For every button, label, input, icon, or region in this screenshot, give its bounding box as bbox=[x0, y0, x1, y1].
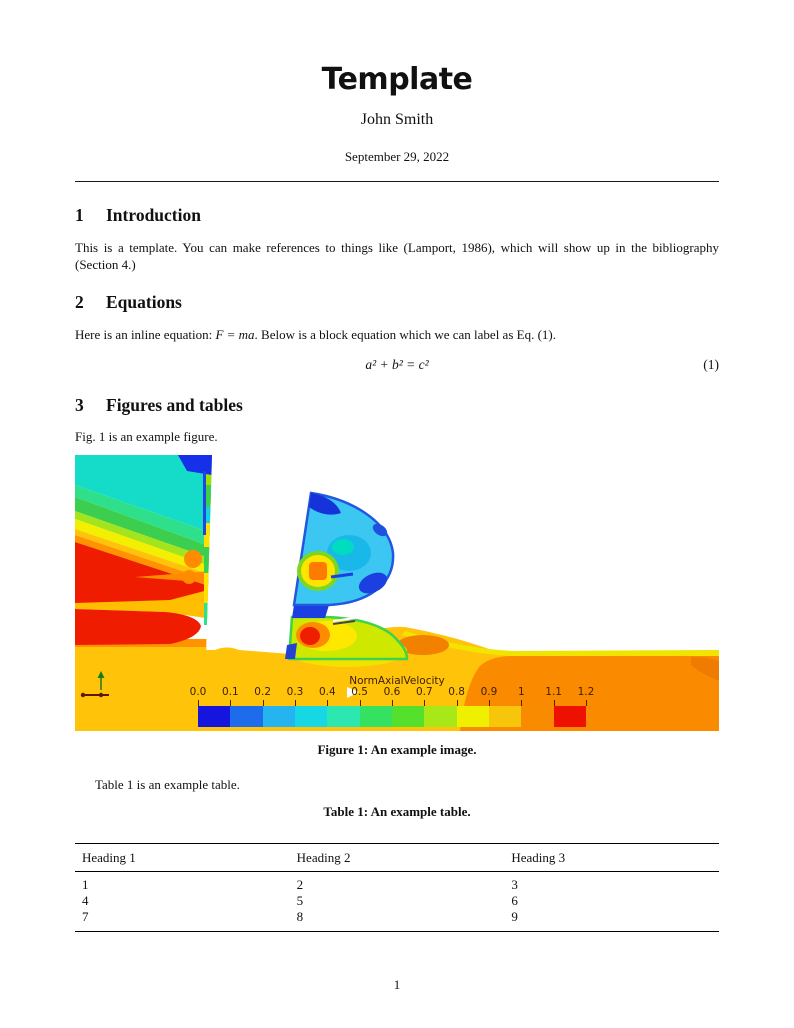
colorbar-tick-mark bbox=[585, 700, 587, 706]
section-number: 1 bbox=[75, 205, 84, 225]
table-row: 1 2 3 bbox=[75, 872, 719, 894]
section-number: 2 bbox=[75, 292, 84, 312]
equations-text-after: . Below is a block equation which we can… bbox=[254, 327, 556, 342]
colorbar-tick-label: 0.7 bbox=[415, 686, 433, 698]
figure-image: NormAxialVelocity 0.0 0.1 0.2 0.3 0.4 0.5 0.6 0… bbox=[75, 455, 719, 731]
blade-red-core bbox=[300, 627, 320, 645]
equations-paragraph: Here is an inline equation: F = ma. Belo… bbox=[75, 326, 719, 343]
colorbar-tick-label: 0.8 bbox=[448, 686, 465, 698]
colorbar-tick-label: 0.0 bbox=[189, 686, 207, 698]
table-cell: 1 bbox=[82, 877, 89, 892]
colorbar-tick-mark bbox=[262, 700, 264, 706]
colorbar-tick-label: 0.5 bbox=[351, 686, 368, 698]
colorbar-segment bbox=[424, 706, 457, 727]
colorbar-segment bbox=[391, 706, 425, 727]
cfd-left-block bbox=[75, 455, 212, 655]
table-header-cell: Heading 3 bbox=[504, 843, 719, 872]
colorbar-title: NormAxialVelocity bbox=[349, 675, 445, 687]
floor-white-wedge bbox=[347, 687, 359, 698]
blade-neck bbox=[292, 605, 329, 618]
section-heading-equations: 2 Equations bbox=[75, 292, 719, 313]
section-title: Figures and tables bbox=[106, 395, 243, 415]
colorbar-segment bbox=[262, 706, 295, 727]
title-rule bbox=[75, 181, 719, 182]
colorbar-segment bbox=[456, 706, 489, 727]
red-jet-upper bbox=[75, 542, 212, 606]
colorbar-tick-mark bbox=[230, 700, 232, 706]
table-header-row: Heading 1 Heading 2 Heading 3 bbox=[75, 843, 719, 872]
table-cell: 5 bbox=[296, 893, 304, 908]
orientation-axes-icon bbox=[80, 671, 109, 698]
colorbar-tick-label: 0.6 bbox=[383, 686, 401, 698]
colorbar-tick-mark bbox=[424, 700, 426, 706]
introduction-paragraph: This is a template. You can make referen… bbox=[75, 240, 719, 272]
section-heading-figures-and-tables: 3 Figures and tables bbox=[75, 395, 719, 416]
cfd-blade bbox=[285, 491, 409, 667]
table-cell: 8 bbox=[289, 909, 505, 932]
blue-corner-patch bbox=[178, 455, 212, 475]
colorbar-tick-mark bbox=[521, 700, 523, 706]
floor-orange-mound bbox=[397, 635, 449, 655]
page-number: 1 bbox=[393, 977, 401, 992]
document-title: Template bbox=[321, 62, 473, 97]
equation-number: (1) bbox=[703, 357, 719, 372]
figure-caption: Figure 1: An example image. bbox=[75, 742, 719, 758]
display-equation: a² + b² = c² bbox=[365, 357, 429, 372]
inline-equation: F = ma bbox=[215, 327, 255, 342]
table-cell: 7 bbox=[75, 909, 290, 932]
colorbar-tick-label: 1 bbox=[517, 686, 525, 698]
document-date: September 29, 2022 bbox=[344, 149, 450, 164]
colorbar-segment bbox=[327, 706, 360, 727]
colorbar-segment bbox=[553, 706, 586, 727]
colorbar-tick-mark bbox=[456, 700, 458, 706]
table-row: 4 5 6 bbox=[75, 893, 719, 909]
colorbar-segment bbox=[521, 706, 554, 727]
equations-text-before: Here is an inline equation: bbox=[75, 327, 216, 342]
colorbar-tick-mark bbox=[294, 700, 296, 706]
table-cell: 9 bbox=[504, 909, 719, 932]
cfd-contour-plot bbox=[75, 455, 719, 731]
table-cell: 4 bbox=[82, 893, 89, 908]
colorbar-tick-label: 1.2 bbox=[577, 686, 595, 698]
colorbar-tick-label: 0.2 bbox=[254, 686, 272, 698]
figure-intro-text: Fig. 1 is an example figure. bbox=[75, 429, 218, 444]
table-caption-text: An example table. bbox=[370, 804, 471, 819]
colorbar-tick-mark bbox=[391, 700, 393, 706]
table-row: 7 8 9 bbox=[75, 909, 719, 932]
colorbar-tick-label: 0.4 bbox=[318, 686, 336, 698]
figure-caption-label: Figure 1: bbox=[317, 742, 369, 757]
table-caption-label: Table 1: bbox=[323, 804, 369, 819]
document-author: John Smith bbox=[360, 111, 434, 128]
colorbar-tick-mark bbox=[553, 700, 555, 706]
colorbar-tick-mark bbox=[198, 700, 199, 706]
colorbar-segments bbox=[198, 706, 586, 727]
section-number: 3 bbox=[75, 395, 84, 415]
example-table: Heading 1 Heading 2 Heading 3 1 2 3 4 5 … bbox=[75, 843, 719, 932]
colorbar-tick-label: 0.1 bbox=[221, 686, 239, 698]
table-cell: 6 bbox=[511, 893, 518, 908]
figure-caption-text: An example image. bbox=[370, 742, 477, 757]
colorbar-tick-label: 0.9 bbox=[480, 686, 498, 698]
table-cell: 3 bbox=[511, 877, 518, 892]
colorbar-segment bbox=[198, 706, 231, 727]
section-title: Introduction bbox=[106, 205, 201, 225]
table-header-cell: Heading 2 bbox=[289, 843, 505, 872]
colorbar-tick-mark bbox=[488, 700, 490, 706]
section-heading-introduction: 1 Introduction bbox=[75, 205, 719, 226]
colorbar-segment bbox=[488, 706, 522, 727]
table-intro-text: Table 1 is an example table. bbox=[95, 777, 240, 792]
table-caption: Table 1: An example table. bbox=[75, 804, 719, 820]
section-title: Equations bbox=[106, 292, 182, 312]
red-jet-lower bbox=[75, 609, 201, 645]
colorbar-tick-mark bbox=[359, 700, 361, 706]
colorbar-segment bbox=[230, 706, 263, 727]
colorbar-tick-label: 1.1 bbox=[545, 686, 562, 698]
colorbar-segment bbox=[359, 706, 392, 727]
colorbar-tick-mark bbox=[327, 700, 329, 706]
table-cell: 2 bbox=[296, 877, 304, 892]
table-header-cell: Heading 1 bbox=[75, 843, 290, 872]
colorbar-segment bbox=[294, 706, 328, 727]
colorbar-tick-label: 0.3 bbox=[286, 686, 304, 698]
